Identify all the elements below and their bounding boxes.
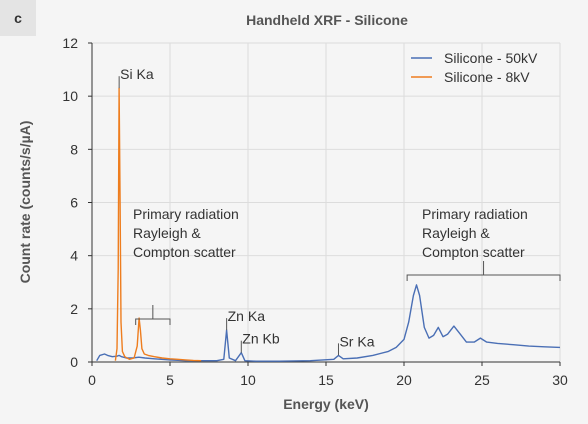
- x-tick-label: 25: [474, 372, 490, 388]
- panel-label: c: [0, 0, 36, 36]
- legend-label-50kv: Silicone - 50kV: [444, 50, 538, 66]
- bracket-left-text: Rayleigh &: [133, 225, 201, 241]
- legend: Silicone - 50kV Silicone - 8kV: [411, 50, 538, 85]
- y-tick-label: 2: [70, 301, 78, 317]
- y-tick-label: 0: [70, 354, 78, 370]
- y-tick-label: 6: [70, 195, 78, 211]
- y-ticks: 0 2 4 6 8 10 12: [62, 35, 92, 370]
- grid: [92, 42, 561, 362]
- x-tick-label: 15: [318, 372, 334, 388]
- legend-label-8kv: Silicone - 8kV: [444, 69, 530, 85]
- x-tick-label: 30: [552, 372, 568, 388]
- series-line-50kv: [96, 284, 561, 362]
- x-ticks: 0 5 10 15 20 25 30: [88, 362, 568, 388]
- y-tick-label: 8: [70, 141, 78, 157]
- y-tick-label: 4: [70, 248, 78, 264]
- zn-ka-label: Zn Ka: [228, 308, 266, 324]
- si-ka-label: Si Ka: [120, 66, 154, 82]
- annotation-layer: Si Ka Zn Ka Zn Kb Sr Ka: [118, 66, 375, 356]
- y-tick-label: 10: [62, 88, 78, 104]
- bracket-right-text: Primary radiation: [422, 206, 528, 222]
- x-tick-label: 10: [240, 372, 256, 388]
- chart-title: Handheld XRF - Silicone: [246, 12, 408, 28]
- x-axis-label: Energy (keV): [283, 396, 369, 412]
- series-layer: [96, 87, 561, 362]
- sr-ka-label: Sr Ka: [339, 333, 374, 349]
- bracket-left-text: Compton scatter: [133, 244, 236, 260]
- y-axis-label: Count rate (counts/s/µA): [17, 121, 33, 284]
- x-tick-label: 0: [88, 372, 96, 388]
- y-tick-label: 12: [62, 35, 78, 51]
- bracket-layer: Primary radiation Rayleigh & Compton scatt…: [133, 206, 561, 325]
- zn-kb-label: Zn Kb: [242, 331, 280, 347]
- bracket-left: [135, 305, 171, 325]
- series-line-8kv: [114, 87, 202, 362]
- bracket-right: [406, 261, 561, 281]
- x-tick-label: 5: [166, 372, 174, 388]
- x-tick-label: 20: [396, 372, 412, 388]
- bracket-right-text: Rayleigh &: [422, 225, 490, 241]
- bracket-left-text: Primary radiation: [133, 206, 239, 222]
- bracket-right-text: Compton scatter: [422, 244, 525, 260]
